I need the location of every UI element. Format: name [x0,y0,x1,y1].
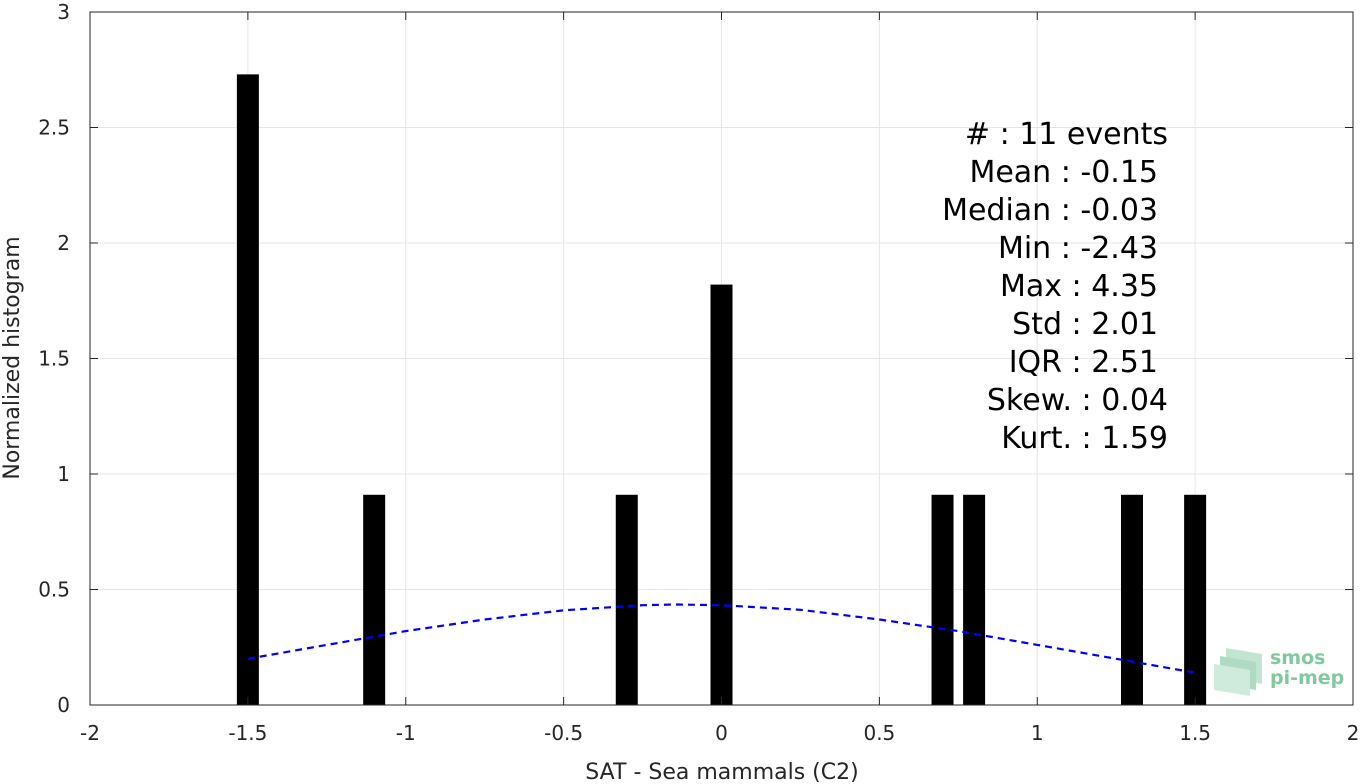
x-tick-label-0: -2 [80,721,100,745]
bars [236,74,1207,706]
y-tick-label-6: 3 [57,0,70,24]
x-axis-label: SAT - Sea mammals (C2) [585,760,858,784]
x-tick-label-1: -1.5 [228,721,267,745]
stat-median: Median : -0.03 [942,193,1158,228]
y-tick-label-2: 1 [57,462,70,486]
stat-events: # : 11 events [965,117,1168,152]
x-tick-label-3: -0.5 [544,721,583,745]
x-tick-label-7: 1.5 [1179,721,1211,745]
logo-mark-icon [1214,648,1262,696]
bar-3 [710,284,733,705]
stats-annotation: # : 11 events Mean : -0.15 Median : -0.0… [942,117,1168,456]
stat-std: Std : 2.01 [1012,307,1158,342]
bar-6 [1120,494,1143,705]
stat-kurt: Kurt. : 1.59 [1001,421,1168,456]
stat-iqr: IQR : 2.51 [1009,345,1158,380]
bar-5 [963,494,986,705]
x-tick-label-4: 0 [715,721,728,745]
bar-2 [615,494,638,705]
stat-mean: Mean : -0.15 [969,155,1158,190]
bar-7 [1184,494,1207,705]
y-tick-label-4: 2 [57,231,70,255]
bar-4 [931,494,954,705]
logo-line-1: smos [1270,647,1325,669]
fit-curve-line [247,603,1196,674]
y-tick-label-5: 2.5 [38,116,70,140]
x-tick-label-8: 2 [1347,721,1360,745]
stat-skew: Skew. : 0.04 [987,383,1168,418]
bar-0 [236,74,259,706]
stat-max: Max : 4.35 [1000,269,1158,304]
y-tick-label-3: 1.5 [38,347,70,371]
y-tick-label-0: 0 [57,693,70,717]
smos-pi-mep-logo: smos pi-mep [1214,647,1344,696]
bar-1 [363,494,386,705]
x-tick-label-6: 1 [1031,721,1044,745]
tick-labels: -2 -1.5 -1 -0.5 0 0.5 1 1.5 2 0 0.5 1 1.5 2 2.5 3 [38,0,1359,745]
x-tick-label-2: -1 [396,721,416,745]
fit-curve [247,603,1196,674]
stat-min: Min : -2.43 [998,231,1158,266]
y-axis-label: Normalized histogram [0,236,25,479]
y-tick-label-1: 0.5 [38,578,70,602]
logo-line-2: pi-mep [1270,667,1344,689]
x-tick-label-5: 0.5 [863,721,895,745]
